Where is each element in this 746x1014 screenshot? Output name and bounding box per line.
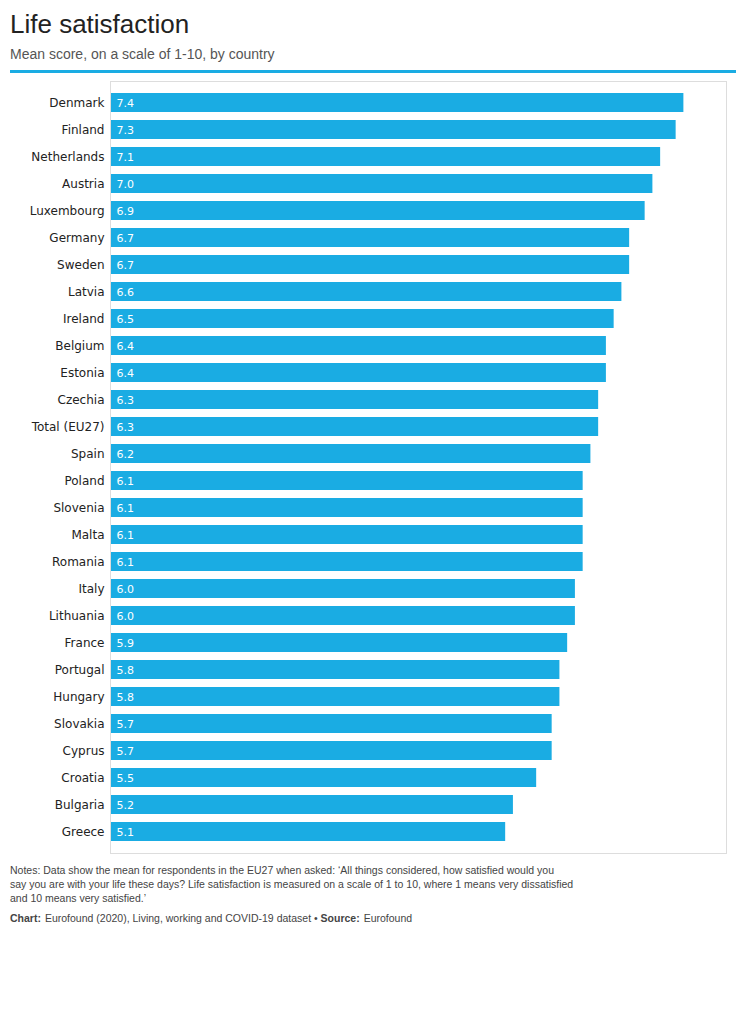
svg-text:Poland: Poland xyxy=(64,474,104,488)
svg-text:France: France xyxy=(65,636,105,650)
svg-text:Germany: Germany xyxy=(49,231,104,245)
svg-text:6.7: 6.7 xyxy=(117,259,135,272)
svg-text:Spain: Spain xyxy=(71,447,105,461)
svg-text:Czechia: Czechia xyxy=(58,393,105,407)
html-text:and 10 means very satisfied.’: and 10 means very satisfied.’ xyxy=(10,892,146,904)
svg-text:5.2: 5.2 xyxy=(117,799,135,812)
svg-text:Total (EU27): Total (EU27) xyxy=(31,420,105,434)
svg-text:6.5: 6.5 xyxy=(117,313,135,326)
svg-text:5.9: 5.9 xyxy=(117,637,135,650)
svg-text:7.4: 7.4 xyxy=(117,97,135,110)
svg-text:6.0: 6.0 xyxy=(117,583,135,596)
svg-text:6.1: 6.1 xyxy=(117,502,135,515)
svg-text:5.5: 5.5 xyxy=(117,772,135,785)
svg-text:6.6: 6.6 xyxy=(117,286,135,299)
svg-text:6.4: 6.4 xyxy=(117,340,135,353)
html-text:Notes: Data show the mean for: Notes: Data show the mean for respondent… xyxy=(10,864,554,876)
svg-text:Luxembourg: Luxembourg xyxy=(30,204,105,218)
html-text:Mean score, on a scale of 1-10: Mean score, on a scale of 1-10, by count… xyxy=(10,46,275,62)
svg-text:Netherlands: Netherlands xyxy=(31,150,104,164)
svg-text:Greece: Greece xyxy=(62,825,105,839)
svg-text:6.3: 6.3 xyxy=(117,394,135,407)
svg-text:7.1: 7.1 xyxy=(117,151,135,164)
svg-text:6.0: 6.0 xyxy=(117,610,135,623)
svg-text:Sweden: Sweden xyxy=(57,258,104,272)
svg-text:6.4: 6.4 xyxy=(117,367,135,380)
svg-text:6.1: 6.1 xyxy=(117,475,135,488)
svg-text:6.1: 6.1 xyxy=(117,556,135,569)
svg-text:Cyprus: Cyprus xyxy=(63,744,105,758)
svg-text:Portugal: Portugal xyxy=(55,663,105,677)
svg-text:Italy: Italy xyxy=(78,582,104,596)
html-text:Chart: Eurofound (2020), Livin: Chart: Eurofound (2020), Living, working… xyxy=(10,912,413,924)
svg-text:Ireland: Ireland xyxy=(63,312,105,326)
html-text:Life satisfaction: Life satisfaction xyxy=(10,9,190,39)
svg-text:Estonia: Estonia xyxy=(60,366,104,380)
html-text:say you are with your life the: say you are with your life these days? L… xyxy=(10,878,574,890)
svg-text:Bulgaria: Bulgaria xyxy=(55,798,105,812)
svg-text:5.7: 5.7 xyxy=(117,745,135,758)
svg-text:5.8: 5.8 xyxy=(117,664,135,677)
svg-text:Denmark: Denmark xyxy=(49,96,104,110)
svg-text:Belgium: Belgium xyxy=(55,339,104,353)
svg-text:6.2: 6.2 xyxy=(117,448,135,461)
svg-text:7.3: 7.3 xyxy=(117,124,135,137)
svg-text:Hungary: Hungary xyxy=(53,690,104,704)
svg-text:Slovenia: Slovenia xyxy=(53,501,104,515)
svg-text:6.3: 6.3 xyxy=(117,421,135,434)
svg-text:6.7: 6.7 xyxy=(117,232,135,245)
svg-text:Finland: Finland xyxy=(62,123,105,137)
svg-text:Slovakia: Slovakia xyxy=(54,717,104,731)
svg-text:5.1: 5.1 xyxy=(117,826,135,839)
svg-text:6.9: 6.9 xyxy=(117,205,135,218)
svg-text:Latvia: Latvia xyxy=(68,285,105,299)
svg-text:6.1: 6.1 xyxy=(117,529,135,542)
svg-text:5.7: 5.7 xyxy=(117,718,135,731)
svg-text:Croatia: Croatia xyxy=(61,771,104,785)
svg-text:Romania: Romania xyxy=(52,555,104,569)
svg-text:Lithuania: Lithuania xyxy=(49,609,105,623)
svg-text:5.8: 5.8 xyxy=(117,691,135,704)
svg-text:Austria: Austria xyxy=(62,177,104,191)
svg-text:Malta: Malta xyxy=(71,528,104,542)
svg-text:7.0: 7.0 xyxy=(117,178,135,191)
